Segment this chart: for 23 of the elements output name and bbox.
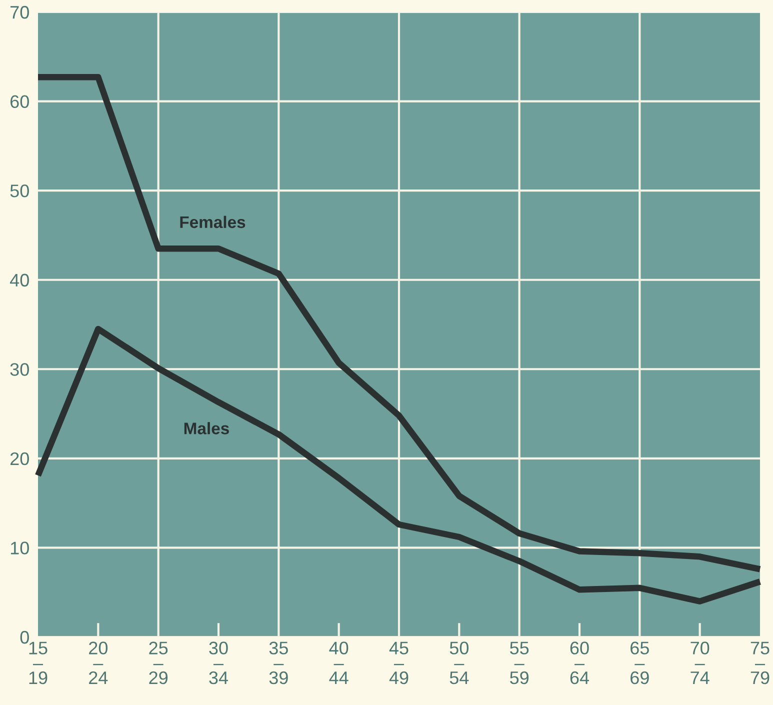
x-tick-label: 65 – 69 — [630, 642, 649, 684]
y-tick-label: 40 — [10, 274, 29, 287]
x-tick-label: 35 – 39 — [269, 642, 288, 684]
y-tick-label: 70 — [10, 6, 29, 19]
y-tick-label: 10 — [10, 542, 29, 554]
y-tick-label: 0 — [20, 630, 29, 644]
y-tick-label: 50 — [10, 184, 29, 198]
series-label: Females — [180, 216, 246, 228]
x-tick-label: 55 – 59 — [510, 642, 529, 684]
x-tick-label: 25 – 29 — [149, 642, 168, 684]
y-tick-label: 30 — [10, 363, 29, 376]
x-tick-label: 60 – 64 — [570, 642, 590, 684]
x-tick-label: 40 – 44 — [329, 642, 348, 684]
x-tick-label: 45 – 49 — [389, 642, 408, 684]
series-label: Males — [184, 422, 229, 434]
x-tick-label: 70 – 74 — [690, 642, 710, 684]
x-tick-label: 75 – 79 — [750, 642, 770, 684]
y-tick-label: 60 — [10, 95, 29, 108]
x-tick-label: 15 – 19 — [29, 642, 48, 684]
x-tick-label: 50 – 54 — [450, 642, 469, 684]
x-tick-label: 30 – 34 — [209, 642, 228, 684]
y-tick-label: 20 — [10, 452, 29, 466]
x-tick-label: 20 – 24 — [89, 642, 108, 684]
